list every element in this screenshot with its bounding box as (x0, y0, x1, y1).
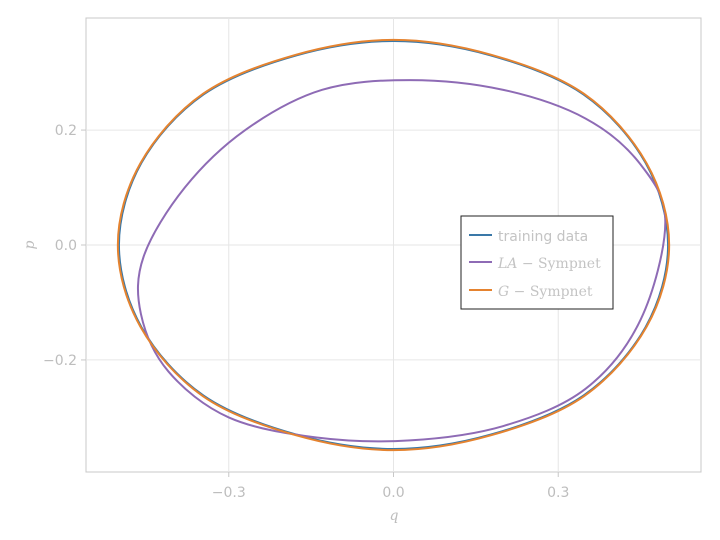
legend-label-la-sympnet: LA − Sympnet (497, 256, 601, 272)
legend-label-g-sympnet-text: − Sympnet (509, 284, 593, 300)
series-line-la-sympnet (136, 79, 667, 443)
y-tick-label: 0.0 (55, 238, 77, 254)
tick-labels: −0.3 0.0 0.3 −0.2 0.0 0.2 (43, 123, 569, 501)
y-tick-label: −0.2 (43, 353, 77, 369)
legend: training data LA − Sympnet G − Sympnet (460, 215, 614, 310)
x-tick-label: 0.0 (382, 485, 404, 501)
series-line-g-sympnet (116, 38, 671, 452)
legend-label-training-data: training data (498, 229, 588, 245)
x-tick-label: 0.3 (547, 485, 569, 501)
legend-label-g-sympnet-symbol: G (498, 284, 509, 300)
legend-label-g-sympnet: G − Sympnet (498, 284, 593, 300)
x-axis-label: q (390, 508, 399, 524)
x-tick-label: −0.3 (212, 485, 246, 501)
y-tick-label: 0.2 (55, 123, 77, 139)
y-axis-label: p (22, 240, 38, 249)
series-lines (116, 38, 671, 452)
legend-label-la-sympnet-symbol: LA (497, 256, 517, 272)
legend-label-la-sympnet-text: − Sympnet (517, 256, 601, 272)
